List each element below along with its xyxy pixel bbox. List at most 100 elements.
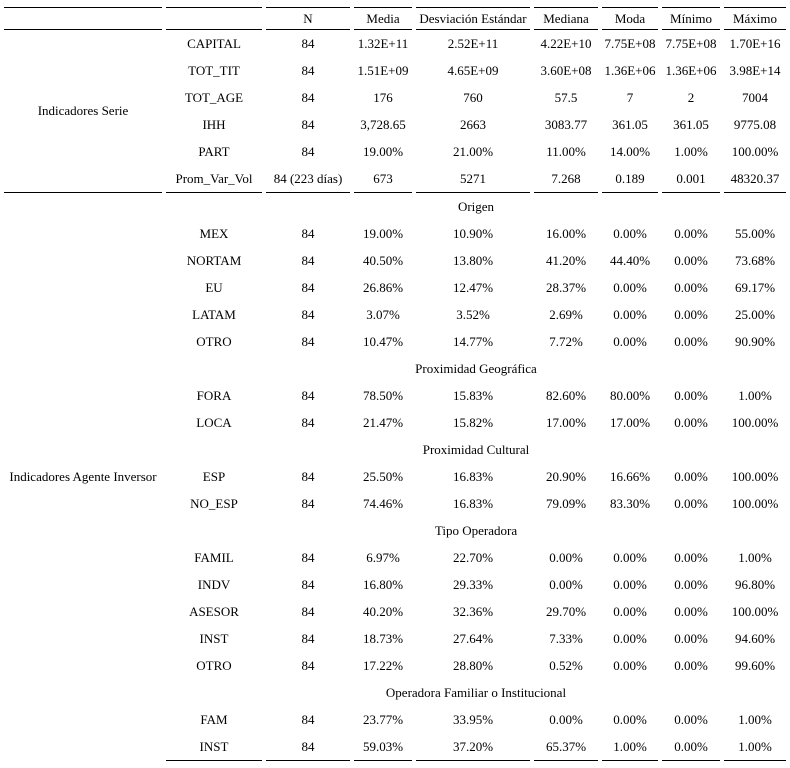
- cell-value: 3083.77: [544, 116, 588, 132]
- cell-value: 25.00%: [734, 306, 776, 322]
- cell-value: 19.00%: [362, 143, 404, 159]
- section-label: Tipo Operadora: [434, 522, 518, 538]
- cell-value: 17.00%: [545, 414, 587, 430]
- variable-name: PART: [198, 143, 230, 159]
- cell-value: 12.47%: [452, 279, 494, 295]
- cell-value: 37.20%: [416, 733, 530, 761]
- cell-value: 84: [266, 733, 350, 761]
- cell-value: 3.07%: [366, 306, 400, 322]
- variable-name: FAM: [200, 711, 228, 727]
- cell-value: 0.00%: [613, 711, 647, 727]
- cell-value: 1.51E+09: [357, 62, 409, 78]
- cell-value: 26.86%: [362, 279, 404, 295]
- cell-value: 1.00%: [738, 711, 772, 727]
- section-row: Operadora Familiar o Institucional: [4, 679, 786, 706]
- column-header: Desviación Estándar: [416, 7, 530, 30]
- cell-value: 57.5: [554, 89, 578, 105]
- cell-value: 59.03%: [354, 733, 412, 761]
- cell-value: 48320.37: [724, 165, 786, 193]
- section-label: Origen: [457, 198, 495, 214]
- cell-value: 84: [301, 35, 315, 51]
- section-row: Indicadores Agente Inversor Origen: [4, 193, 786, 485]
- cell-value: 15.82%: [452, 414, 494, 430]
- cell-value: 0.00%: [674, 225, 708, 241]
- cell-value: 19.00%: [362, 225, 404, 241]
- cell-value: 17.22%: [362, 657, 404, 673]
- cell-value: 10.90%: [452, 225, 494, 241]
- cell-value: 1.00%: [674, 143, 708, 159]
- cell-value: 27.64%: [452, 630, 494, 646]
- cell-value: 28.37%: [545, 279, 587, 295]
- table-row: PART 84 19.00% 21.00% 11.00% 14.00% 1.00% 100.0…: [4, 138, 786, 165]
- cell-value: 1.36E+06: [604, 62, 656, 78]
- header-row: N Media Desviación Estándar Mediana Moda Míni…: [4, 7, 786, 30]
- cell-value: 40.50%: [362, 252, 404, 268]
- cell-value: 100.00%: [731, 143, 779, 159]
- cell-value: 7.268: [534, 165, 598, 193]
- cell-value: 84: [301, 387, 315, 403]
- cell-value: 0.189: [602, 165, 658, 193]
- cell-value: 84: [301, 306, 315, 322]
- cell-value: 0.00%: [613, 657, 647, 673]
- cell-value: 74.46%: [362, 495, 404, 511]
- cell-value: 84: [301, 603, 315, 619]
- variable-name: OTRO: [196, 333, 232, 349]
- cell-value: 84: [301, 143, 315, 159]
- cell-value: 84: [301, 549, 315, 565]
- table-row: LOCA 84 21.47% 15.82% 17.00% 17.00% 0.00% 100.0…: [4, 409, 786, 436]
- cell-value: 361.05: [612, 116, 648, 132]
- cell-value: 0.00%: [613, 306, 647, 322]
- cell-value: 0.00%: [674, 711, 708, 727]
- cell-value: 84 (223 días): [266, 165, 350, 193]
- cell-value: 1.70E+16: [729, 35, 781, 51]
- cell-value: 361.05: [673, 116, 709, 132]
- section-row: Proximidad Geográfica: [4, 355, 786, 382]
- cell-value: 84: [301, 252, 315, 268]
- cell-value: 21.00%: [452, 143, 494, 159]
- cell-value: 0.00%: [674, 279, 708, 295]
- variable-name: MEX: [199, 225, 229, 241]
- cell-value: 760: [463, 89, 483, 105]
- cell-value: 176: [373, 89, 393, 105]
- cell-value: 2.69%: [549, 306, 583, 322]
- cell-value: 0.00%: [549, 549, 583, 565]
- variable-name: Prom_Var_Vol: [166, 165, 262, 193]
- section-row: Proximidad Cultural: [4, 436, 786, 463]
- cell-value: 0.00%: [674, 306, 708, 322]
- cell-value: 78.50%: [362, 387, 404, 403]
- cell-value: 7.75E+08: [665, 35, 717, 51]
- cell-value: 0.52%: [549, 657, 583, 673]
- cell-value: 100.00%: [731, 414, 779, 430]
- cell-value: 4.22E+10: [540, 35, 592, 51]
- cell-value: 3.52%: [456, 306, 490, 322]
- cell-value: 40.20%: [362, 603, 404, 619]
- cell-value: 4.65E+09: [447, 62, 499, 78]
- cell-value: 18.73%: [362, 630, 404, 646]
- header-spacer-variable: [166, 7, 262, 30]
- cell-value: 82.60%: [545, 387, 587, 403]
- cell-value: 84: [301, 414, 315, 430]
- cell-value: 84: [301, 116, 315, 132]
- cell-value: 1.00%: [738, 387, 772, 403]
- table-row: OTRO 84 17.22% 28.80% 0.52% 0.00% 0.00% 99.60%: [4, 652, 786, 679]
- cell-value: 0.00%: [613, 279, 647, 295]
- variable-name: OTRO: [196, 657, 232, 673]
- cell-value: 3.60E+08: [540, 62, 592, 78]
- variable-name: TOT_AGE: [184, 89, 244, 105]
- cell-value: 0.00%: [674, 549, 708, 565]
- variable-name: TOT_TIT: [188, 62, 240, 78]
- variable-name: EU: [205, 279, 223, 295]
- cell-value: 0.00%: [674, 495, 708, 511]
- column-header: Media: [354, 7, 412, 30]
- cell-value: 84: [301, 576, 315, 592]
- cell-value: 84: [301, 630, 315, 646]
- variable-name: INST: [199, 630, 229, 646]
- cell-value: 9775.08: [733, 116, 777, 132]
- cell-value: 33.95%: [452, 711, 494, 727]
- cell-value: 84: [301, 657, 315, 673]
- cell-value: 0.00%: [674, 252, 708, 268]
- variable-name: CAPITAL: [187, 35, 241, 51]
- table-row: TOT_TIT 84 1.51E+09 4.65E+09 3.60E+08 1.36E+0…: [4, 57, 786, 84]
- table-row: INST 84 18.73% 27.64% 7.33% 0.00% 0.00% 94.60%: [4, 625, 786, 652]
- variable-name: LATAM: [192, 306, 236, 322]
